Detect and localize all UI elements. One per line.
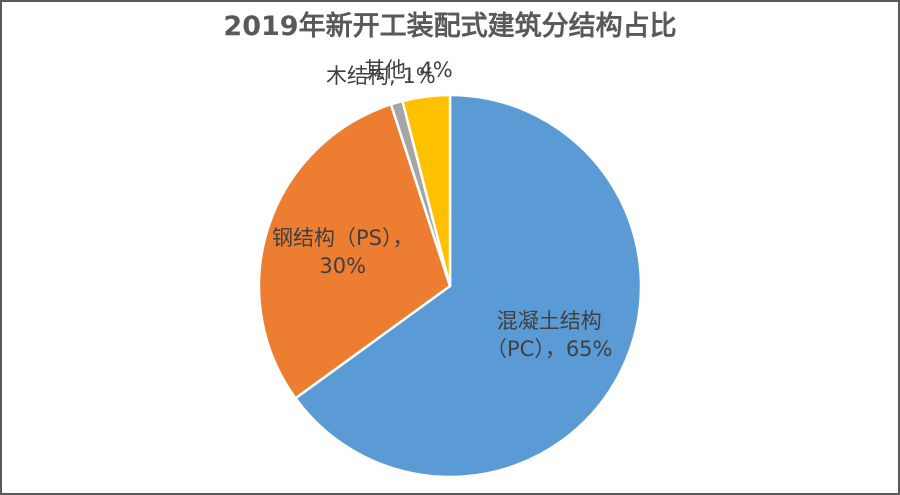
pie-slices — [257, 93, 643, 479]
label-other: 其他, 4% — [364, 58, 453, 82]
chart-title: 2019年新开工装配式建筑分结构占比 — [223, 11, 677, 42]
label-ps-line2: 30% — [319, 254, 367, 278]
label-pc-line1: 混凝土结构 — [496, 309, 602, 333]
pie-slice-1 — [257, 103, 452, 400]
label-ps: 钢结构（PS）， 30% — [272, 224, 414, 280]
label-pc: 混凝土结构 （PC），65% — [486, 307, 613, 363]
pie-slice-3 — [401, 93, 452, 288]
label-ps-line1: 钢结构（PS）， — [272, 226, 414, 250]
label-pc-line2: （PC），65% — [486, 337, 613, 361]
pie-slice-0 — [294, 93, 643, 479]
label-wood: 木结构, 1% — [326, 64, 436, 88]
